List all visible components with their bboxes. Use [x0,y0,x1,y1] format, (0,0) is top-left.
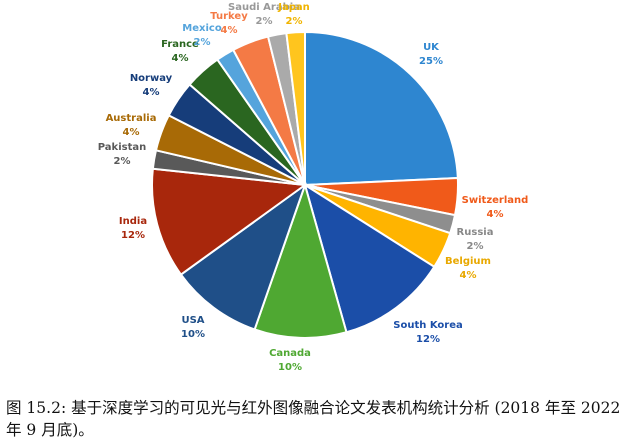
slice-percent-australia: 4% [123,127,140,138]
slice-label-belgium: Belgium [445,256,491,267]
pie-labels: UK 25% Switzerland 4% Russia 2% Belgium 4% South… [98,2,529,373]
pie-slice-uk [304,30,459,187]
pie-slice-canada [253,181,348,339]
slice-percent-belgium: 4% [460,270,477,281]
slice-percent-usa: 10% [181,329,205,340]
slice-percent-russia: 2% [467,241,484,252]
slice-label-usa: USA [181,315,204,326]
pie-slice-usa [179,182,307,331]
slice-label-japan: Japan [277,2,310,13]
pie-slice-japan [285,30,306,186]
slice-percent-turkey: 4% [221,25,238,36]
slice-label-uk: UK [423,42,440,53]
slice-percent-canada: 10% [278,362,302,373]
slice-label-saudi-arabia: Saudi Arabia [228,2,300,13]
slice-percent-saudi-arabia: 2% [256,16,273,27]
slice-percent-mexico: 2% [194,37,211,48]
pie-slice-india [151,167,308,276]
slice-percent-france: 4% [172,53,189,64]
slice-label-switzerland: Switzerland [462,195,529,206]
pie-slice-south-korea [303,182,436,334]
pie-chart: UK 25% Switzerland 4% Russia 2% Belgium 4% South… [98,2,529,373]
slice-percent-norway: 4% [143,87,160,98]
slice-percent-japan: 2% [286,16,303,27]
slice-percent-uk: 25% [419,56,443,67]
slice-label-south-korea: South Korea [393,320,462,331]
slice-label-russia: Russia [457,227,494,238]
figure-caption: 图 15.2: 基于深度学习的可见光与红外图像融合论文发表机构统计分析 (201… [6,399,621,439]
slice-percent-india: 12% [121,230,145,241]
slice-label-pakistan: Pakistan [98,142,147,153]
slice-label-norway: Norway [130,73,173,84]
slice-label-canada: Canada [269,348,311,359]
slice-label-mexico: Mexico [182,23,222,34]
pie-slices [151,30,459,339]
slice-percent-pakistan: 2% [114,156,131,167]
slice-percent-south-korea: 12% [416,334,440,345]
slice-label-turkey: Turkey [210,11,248,22]
slice-label-france: France [161,39,199,50]
slice-percent-switzerland: 4% [487,209,504,220]
slice-label-australia: Australia [106,113,157,124]
slice-label-india: India [119,216,147,227]
